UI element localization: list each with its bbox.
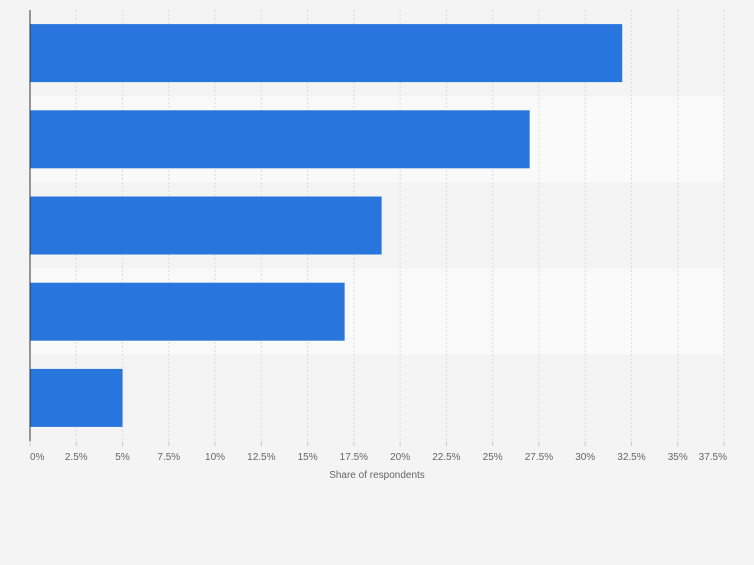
x-tick-label: 22.5% [432, 452, 460, 463]
x-tick-label: 27.5% [525, 452, 553, 463]
bars [30, 24, 623, 427]
x-tick-label: 5% [115, 452, 130, 463]
x-tick-label: 35% [668, 452, 688, 463]
bar[interactable] [30, 282, 345, 341]
x-tick-label: 2.5% [65, 452, 88, 463]
x-tick-label: 32.5% [617, 452, 645, 463]
bar[interactable] [30, 110, 530, 169]
bar[interactable] [30, 24, 623, 83]
x-axis-title: Share of respondents [329, 470, 425, 481]
row-band [30, 354, 724, 441]
x-tick-label: 0% [30, 452, 45, 463]
x-tick-label: 30% [575, 452, 595, 463]
bar[interactable] [30, 368, 123, 427]
x-tick-label: 15% [298, 452, 318, 463]
x-tick-label: 17.5% [340, 452, 368, 463]
bar[interactable] [30, 196, 382, 255]
x-axis-ticks: 0% 2.5% 5% 7.5% 10% 12.5% 15% 17.5% 20% 22.5% 25% 2… [29, 441, 727, 463]
x-tick-label: 7.5% [157, 452, 180, 463]
x-tick-label: 20% [390, 452, 410, 463]
x-tick-label: 25% [483, 452, 503, 463]
x-tick-label: 10% [205, 452, 225, 463]
x-tick-label: 12.5% [247, 452, 275, 463]
x-tick-label: 37.5% [699, 452, 727, 463]
